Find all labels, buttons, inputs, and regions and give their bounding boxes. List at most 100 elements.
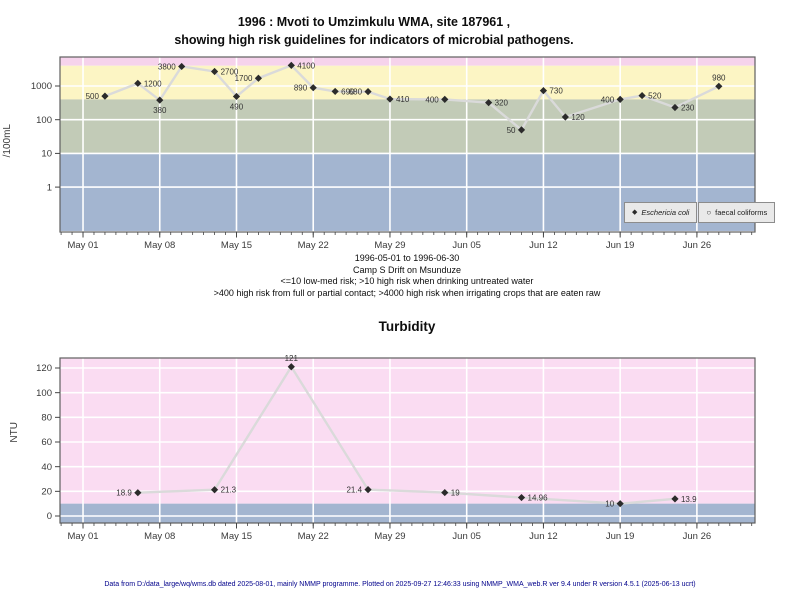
x-tick-label: May 22	[298, 531, 329, 542]
x-tick-label: May 29	[374, 531, 405, 542]
legend-label-faecal-coliforms: faecal coliforms	[715, 208, 768, 217]
risk-band	[60, 503, 755, 523]
data-point-diamond	[715, 82, 723, 90]
data-point-diamond	[309, 84, 317, 92]
plot-border	[59, 357, 756, 524]
data-point-label: 410	[396, 95, 410, 104]
y-tick-label: 80	[41, 413, 52, 424]
data-point-label: 500	[86, 92, 100, 101]
data-point-diamond	[485, 99, 493, 107]
data-point-label: 19	[451, 489, 460, 498]
data-point-diamond	[517, 126, 526, 134]
y-tick-label: 1000	[31, 81, 52, 92]
data-point-diamond	[441, 95, 449, 104]
risk-band	[60, 57, 755, 66]
data-point-label: 4100	[297, 61, 315, 70]
data-point-label: 1200	[144, 79, 162, 88]
x-tick-label: May 08	[144, 531, 175, 542]
y-tick-label: 60	[41, 437, 52, 448]
data-point-label: 13.9	[681, 495, 697, 504]
data-point-diamond	[671, 495, 679, 503]
data-point-label: 730	[549, 87, 563, 96]
data-point-diamond	[210, 486, 219, 494]
data-point-label: 120	[571, 113, 585, 122]
filled-diamond-icon: ◆	[632, 209, 638, 216]
x-tick-label: May 22	[298, 240, 329, 251]
data-point-diamond	[254, 74, 263, 82]
legend: ◆ Eschericia coli ○ faecal coliforms	[624, 202, 776, 223]
chart-title-line1: 1996 : Mvoti to Umzimkulu WMA, site 1879…	[237, 15, 511, 29]
open-circle-icon: ○	[706, 207, 712, 217]
data-point-diamond	[364, 88, 372, 96]
risk-band	[60, 358, 755, 504]
data-point-label: 890	[294, 84, 308, 93]
legend-label-ecoli: Eschericia coli	[641, 208, 690, 217]
data-point-diamond	[441, 488, 449, 497]
data-point-label: 121	[285, 354, 299, 363]
data-point-label: 1700	[235, 74, 253, 83]
data-point-diamond	[134, 489, 142, 497]
turbidity-title: Turbidity	[378, 319, 436, 334]
plot-border	[59, 56, 756, 233]
data-point-diamond	[156, 96, 164, 104]
y-tick-label: 0	[47, 511, 52, 522]
data-point-label: 50	[507, 126, 516, 135]
y-tick-label: 100	[36, 115, 52, 126]
data-point-diamond	[287, 61, 295, 69]
data-point-diamond	[517, 493, 526, 502]
data-point-label: 10	[605, 500, 614, 509]
data-point-diamond	[539, 87, 548, 95]
x-tick-label: May 08	[144, 240, 175, 251]
data-point-label: 21.3	[221, 486, 237, 495]
data-point-diamond	[287, 363, 295, 371]
data-point-diamond	[671, 103, 679, 112]
x-tick-label: May 01	[67, 240, 98, 251]
data-point-label: 380	[153, 106, 167, 115]
caption-site: Camp S Drift on Msunduze	[352, 264, 462, 275]
caption-block: 1996-05-01 to 1996-06-30 Camp S Drift on…	[55, 253, 759, 299]
data-point-label: 14.96	[528, 494, 549, 503]
data-point-label: 18.9	[116, 489, 132, 498]
legend-item-faecal-coliforms: ○ faecal coliforms	[698, 202, 776, 223]
ecoli-y-axis-label: /100mL	[2, 124, 13, 158]
data-point-label: 2700	[221, 67, 239, 76]
legend-item-ecoli: ◆ Eschericia coli	[624, 202, 698, 223]
x-tick-label: May 15	[221, 531, 252, 542]
data-point-label: 520	[648, 92, 662, 101]
x-tick-label: May 29	[374, 240, 405, 251]
x-tick-label: Jun 12	[529, 240, 558, 251]
x-tick-label: Jun 26	[683, 531, 712, 542]
data-point-label: 230	[681, 104, 695, 113]
data-point-diamond	[616, 500, 624, 508]
y-tick-label: 40	[41, 462, 52, 473]
data-point-diamond	[364, 486, 372, 494]
data-point-label: 400	[425, 95, 439, 104]
data-point-label: 490	[230, 102, 244, 111]
data-point-diamond	[101, 92, 109, 100]
footer-note: Data from D:/data_large/wq/wms.db dated …	[104, 581, 696, 588]
data-point-diamond	[210, 67, 219, 76]
data-point-label: 680	[349, 88, 363, 97]
x-tick-label: Jun 19	[606, 240, 635, 251]
data-point-label: 21.4	[346, 486, 362, 495]
series-line	[137, 364, 676, 505]
x-tick-label: Jun 05	[452, 531, 481, 542]
data-point-diamond	[616, 95, 624, 104]
data-point-label: 690	[341, 87, 355, 96]
x-tick-label: May 01	[67, 531, 98, 542]
data-point-diamond	[331, 87, 339, 96]
caption-date-range: 1996-05-01 to 1996-06-30	[354, 253, 460, 263]
x-tick-label: Jun 05	[452, 240, 481, 251]
x-tick-label: Jun 12	[529, 531, 558, 542]
data-point-diamond	[232, 92, 241, 101]
risk-band	[60, 99, 755, 154]
risk-band	[60, 65, 755, 100]
caption-guideline-drinking: <=10 low-med risk; >10 high risk when dr…	[280, 276, 534, 286]
x-tick-label: Jun 26	[683, 240, 712, 251]
x-tick-label: Jun 19	[606, 531, 635, 542]
data-point-diamond	[134, 79, 142, 87]
data-point-diamond	[178, 62, 186, 71]
y-tick-label: 1	[47, 182, 52, 193]
y-tick-label: 20	[41, 487, 52, 498]
